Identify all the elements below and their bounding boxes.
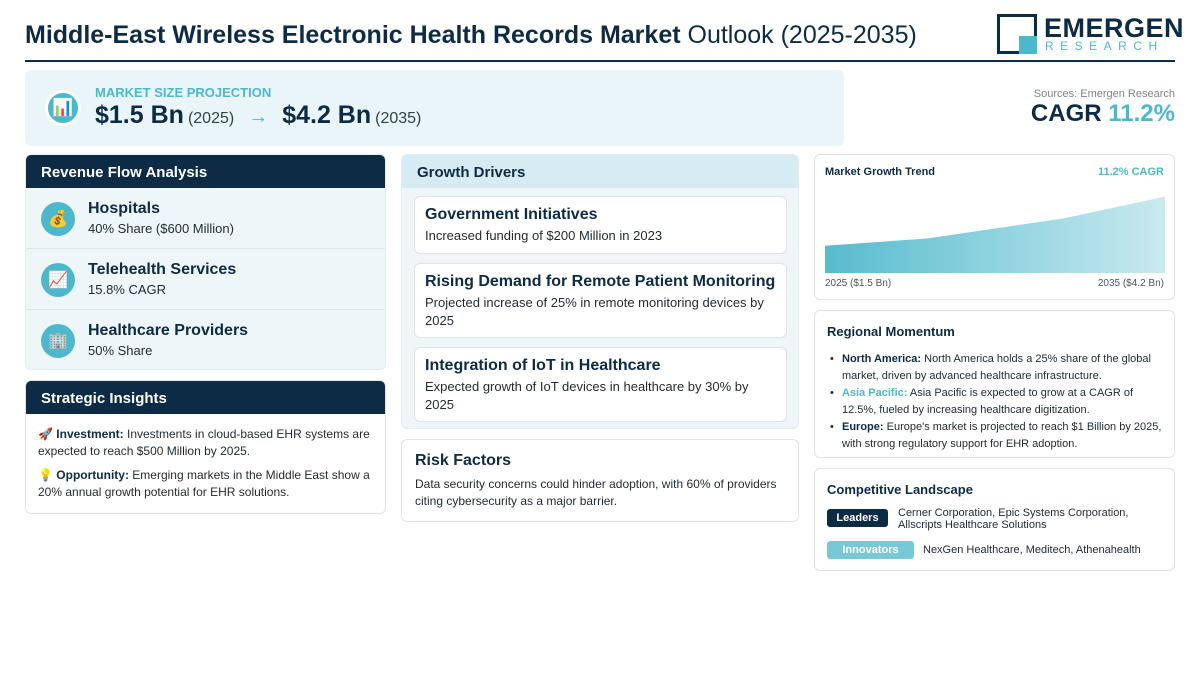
- revenue-item-value: 50% Share: [88, 343, 153, 358]
- revenue-item-providers: 🏢 Healthcare Providers 50% Share: [26, 310, 385, 369]
- region-item-north-america: North America: North America holds a 25%…: [827, 351, 1162, 384]
- revenue-flow-heading: Revenue Flow Analysis: [26, 155, 385, 188]
- region-text: North America holds a 25% share of the g…: [842, 353, 1151, 382]
- cagr-label: CAGR: [1030, 100, 1102, 127]
- driver-title: Integration of IoT in Healthcare: [425, 357, 661, 374]
- regional-list: North America: North America holds a 25%…: [827, 351, 1162, 452]
- projection-values: $1.5 Bn (2025) → $4.2 Bn (2035): [95, 101, 421, 130]
- insight-text: Investments in cloud-based EHR systems a…: [38, 427, 370, 458]
- trend-heading: Market Growth Trend: [825, 166, 936, 178]
- trend-cagr: 11.2% CAGR: [1097, 166, 1164, 178]
- risk-factors-heading: Risk Factors: [415, 452, 512, 469]
- driver-desc: Increased funding of $200 Million in 202…: [425, 228, 663, 243]
- rocket-icon: 🚀: [38, 427, 53, 441]
- revenue-item-value: 15.8% CAGR: [88, 282, 167, 297]
- leaders-badge: Leaders: [827, 509, 888, 527]
- cagr-summary: CAGR 11.2%: [1031, 100, 1175, 128]
- strategic-insights-body: 🚀 Investment: Investments in cloud-based…: [26, 414, 385, 501]
- region-item-europe: Europe: Europe's market is projected to …: [827, 419, 1162, 452]
- driver-card: Integration of IoT in Healthcare Expecte…: [414, 347, 787, 422]
- risk-factors-panel: Risk Factors Data security concerns coul…: [401, 439, 799, 522]
- title-suffix: Outlook (2025-2035): [687, 21, 917, 49]
- end-value: $4.2 Bn: [282, 101, 372, 129]
- insight-label: Investment:: [56, 427, 124, 441]
- logo-subtitle: RESEARCH: [1045, 39, 1164, 53]
- bar-chart-icon: 📊: [45, 90, 81, 126]
- driver-card: Government Initiatives Increased funding…: [414, 196, 787, 254]
- growth-area-chart: [825, 196, 1165, 273]
- leaders-list: Cerner Corporation, Epic Systems Corpora…: [898, 507, 1129, 531]
- growth-drivers-panel: Growth Drivers Government Initiatives In…: [401, 154, 799, 429]
- insight-label: Opportunity:: [56, 468, 129, 482]
- sources-note: Sources: Emergen Research: [1033, 88, 1175, 100]
- insight-investment: 🚀 Investment: Investments in cloud-based…: [38, 426, 373, 460]
- trend-end-label: 2035 ($4.2 Bn): [1097, 278, 1164, 289]
- competitive-heading: Competitive Landscape: [827, 482, 973, 497]
- driver-desc: Projected increase of 25% in remote moni…: [425, 295, 764, 328]
- page-header: Middle-East Wireless Electronic Health R…: [25, 12, 1184, 62]
- insight-text: Emerging markets in the Middle East show…: [38, 468, 370, 499]
- innovators-row: Innovators NexGen Healthcare, Meditech, …: [827, 539, 1162, 565]
- revenue-item-name: Telehealth Services: [88, 261, 237, 278]
- title-main: Middle-East Wireless Electronic Health R…: [25, 21, 681, 49]
- driver-card: Rising Demand for Remote Patient Monitor…: [414, 263, 787, 338]
- market-growth-trend-panel: Market Growth Trend 11.2% CAGR 2025 ($1.…: [814, 154, 1175, 300]
- projection-label: MARKET SIZE PROJECTION: [95, 85, 272, 100]
- region-item-asia-pacific: Asia Pacific: Asia Pacific is expected t…: [827, 385, 1162, 418]
- start-value: $1.5 Bn: [95, 101, 184, 129]
- page-title: Middle-East Wireless Electronic Health R…: [25, 21, 917, 50]
- growth-drivers-heading: Growth Drivers: [402, 155, 798, 188]
- driver-title: Government Initiatives: [425, 206, 598, 223]
- revenue-item-name: Healthcare Providers: [88, 322, 249, 339]
- region-name: Asia Pacific:: [842, 387, 908, 399]
- risk-factors-desc: Data security concerns could hinder adop…: [415, 477, 777, 508]
- trend-start-label: 2025 ($1.5 Bn): [825, 278, 892, 289]
- strategic-insights-panel: Strategic Insights 🚀 Investment: Investm…: [25, 380, 386, 514]
- market-size-projection: 📊 MARKET SIZE PROJECTION $1.5 Bn (2025) → $…: [25, 70, 844, 146]
- competitive-landscape-panel: Competitive Landscape Leaders Cerner Cor…: [814, 468, 1175, 571]
- revenue-item-telehealth: 📈 Telehealth Services 15.8% CAGR: [26, 249, 385, 310]
- revenue-item-hospitals: 💰 Hospitals 40% Share ($600 Million): [26, 188, 385, 249]
- growth-area-series: [825, 196, 1165, 273]
- insight-opportunity: 💡 Opportunity: Emerging markets in the M…: [38, 467, 373, 501]
- region-text: Asia Pacific is expected to grow at a CA…: [842, 387, 1134, 416]
- arrow-right-icon: →: [248, 106, 269, 128]
- region-text: Europe's market is projected to reach $1…: [842, 421, 1162, 450]
- lightbulb-icon: 💡: [38, 468, 53, 482]
- driver-title: Rising Demand for Remote Patient Monitor…: [425, 273, 776, 290]
- logo-mark-icon: [997, 14, 1037, 54]
- region-name: North America:: [842, 353, 922, 365]
- money-bag-icon: 💰: [41, 202, 75, 236]
- region-name: Europe:: [842, 421, 884, 433]
- revenue-item-name: Hospitals: [88, 200, 161, 217]
- driver-desc: Expected growth of IoT devices in health…: [425, 379, 749, 412]
- cagr-value: 11.2%: [1108, 100, 1175, 127]
- logo-name: EMERGEN: [1044, 13, 1185, 43]
- regional-heading: Regional Momentum: [827, 324, 955, 339]
- leaders-row: Leaders Cerner Corporation, Epic Systems…: [827, 507, 1162, 533]
- strategic-insights-heading: Strategic Insights: [26, 381, 385, 414]
- start-year: (2025): [187, 110, 235, 127]
- regional-momentum-panel: Regional Momentum North America: North A…: [814, 310, 1175, 458]
- emergen-logo: EMERGEN RESEARCH: [997, 13, 1184, 56]
- revenue-item-value: 40% Share ($600 Million): [88, 221, 234, 236]
- innovators-badge: Innovators: [827, 541, 914, 559]
- building-icon: 🏢: [41, 324, 75, 358]
- innovators-list: NexGen Healthcare, Meditech, Athenahealt…: [923, 544, 1141, 556]
- end-year: (2035): [375, 110, 422, 127]
- revenue-flow-panel: Revenue Flow Analysis 💰 Hospitals 40% Sh…: [25, 154, 386, 370]
- trend-up-icon: 📈: [41, 263, 75, 297]
